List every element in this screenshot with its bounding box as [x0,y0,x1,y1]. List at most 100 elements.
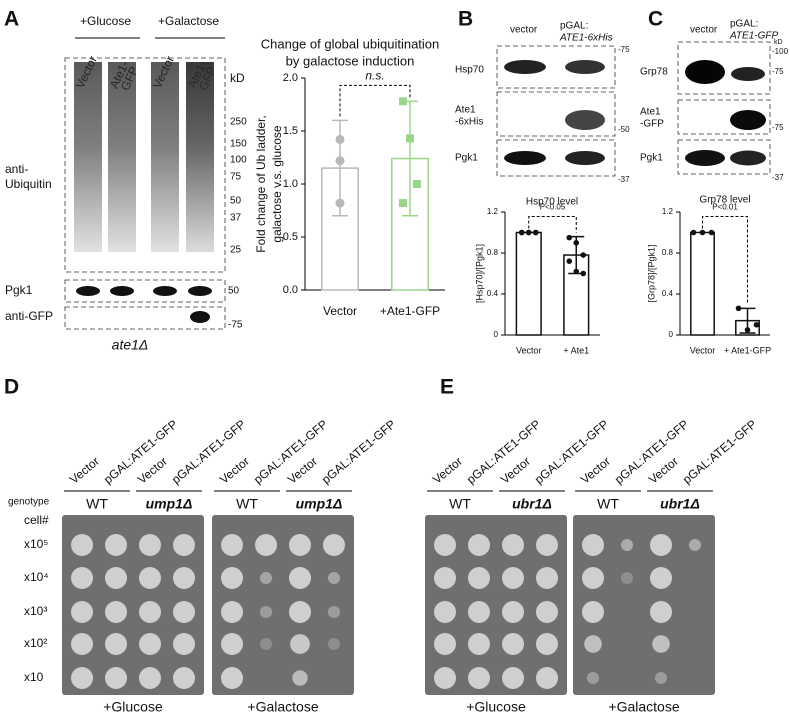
group-label: ump1Δ [296,496,343,512]
annotation: P<0.05 [540,203,566,212]
yeast-spot [650,601,672,623]
yeast-spot [292,670,308,686]
yeast-spot [173,567,195,589]
y-axis-label: galactose v.s. glucose [270,125,284,243]
mw-marker: 150 [230,139,247,150]
shape [74,62,102,252]
group-label: WT [86,496,108,512]
x-tick-label: +Ate1-GFP [380,304,440,318]
blot-band [190,311,210,323]
data-point [690,229,697,236]
blot-band [504,60,546,74]
yeast-spot [327,571,341,585]
blot-band [730,150,766,166]
mw-marker: 50 [230,196,242,207]
mw-marker: -37 [618,175,630,184]
shape [677,99,771,135]
yeast-spot [289,534,311,556]
annotation: n.s. [365,68,384,82]
row-label: x10⁴ [24,570,49,584]
lane-label: pGAL: [560,21,588,32]
yeast-spot [502,667,524,689]
yeast-spot [139,667,161,689]
mw-marker: 250 [230,117,247,128]
row-label: -6xHis [455,117,483,128]
row-label: Hsp70 [455,65,484,76]
chart-title: Change of global ubiquitination [261,36,440,51]
row-label: Ate1 [455,105,476,116]
column-label: Vector [217,454,252,487]
data-point [753,321,760,328]
row-label: x10 [24,670,44,684]
yeast-spot [502,633,524,655]
lane-label: ATE1-6xHis [559,33,613,44]
shape [108,62,136,252]
significance-bracket [528,216,577,233]
yeast-spot [468,567,490,589]
column-label: pGAL:ATE1-GFP [680,417,759,487]
group-label: WT [449,496,471,512]
yeast-spot [434,601,456,623]
shape [64,57,226,273]
blot-band [188,286,212,296]
yeast-spot [584,635,602,653]
x-tick-label: Vector [323,304,357,318]
blot-band [731,67,765,81]
shape [212,515,354,695]
yeast-spot [290,634,310,654]
blot-band [685,150,725,166]
mw-marker: -75 [228,320,243,331]
yeast-spot [139,567,161,589]
mw-marker: -100 [772,47,789,56]
yeast-spot [582,534,604,556]
shape [151,62,179,252]
yeast-spot [502,567,524,589]
bar [321,167,359,291]
y-tick-label: 0 [669,330,674,339]
data-point [744,327,751,333]
significance-bracket [702,216,748,305]
shape [573,515,715,695]
yeast-spot [468,534,490,556]
yeast-spot [536,601,558,623]
yeast-spot [688,538,702,552]
mw-marker: -37 [772,173,784,182]
yeast-spot [289,567,311,589]
mw-marker: 37 [230,213,242,224]
yeast-spot [502,601,524,623]
yeast-spot [221,667,243,689]
row-label: Ate1 [640,107,661,118]
yeast-spot [105,534,127,556]
y-tick-label: 2.0 [283,72,298,84]
yeast-spot [327,605,341,619]
blot-band [76,286,100,296]
data-point [735,305,742,312]
yeast-spot [71,601,93,623]
yeast-spot [105,667,127,689]
column-label: pGAL:ATE1-GFP [319,417,398,487]
mw-marker: 25 [230,245,242,256]
yeast-spot [650,567,672,589]
lane-label: vector [690,25,718,36]
panel-label: C [648,8,663,31]
lane-label: pGAL: [730,19,758,30]
mw-marker: -75 [772,123,784,132]
y-tick-label: 0.4 [487,289,499,298]
data-point [335,198,345,208]
data-point [406,134,414,143]
kd-label: kD [230,71,245,85]
yeast-spot [105,601,127,623]
yeast-spot [105,633,127,655]
mw-marker: 50 [228,286,240,297]
condition-label: +Glucose [466,699,526,715]
data-point [580,270,587,277]
yeast-spot [468,667,490,689]
row-label: Grp78 [640,67,668,78]
yeast-spot [173,633,195,655]
condition-label: +Galactose [608,699,679,715]
blot-band [685,60,725,84]
yeast-spot [620,538,634,552]
group-label: WT [236,496,258,512]
yeast-spot [71,534,93,556]
shape [64,279,226,303]
